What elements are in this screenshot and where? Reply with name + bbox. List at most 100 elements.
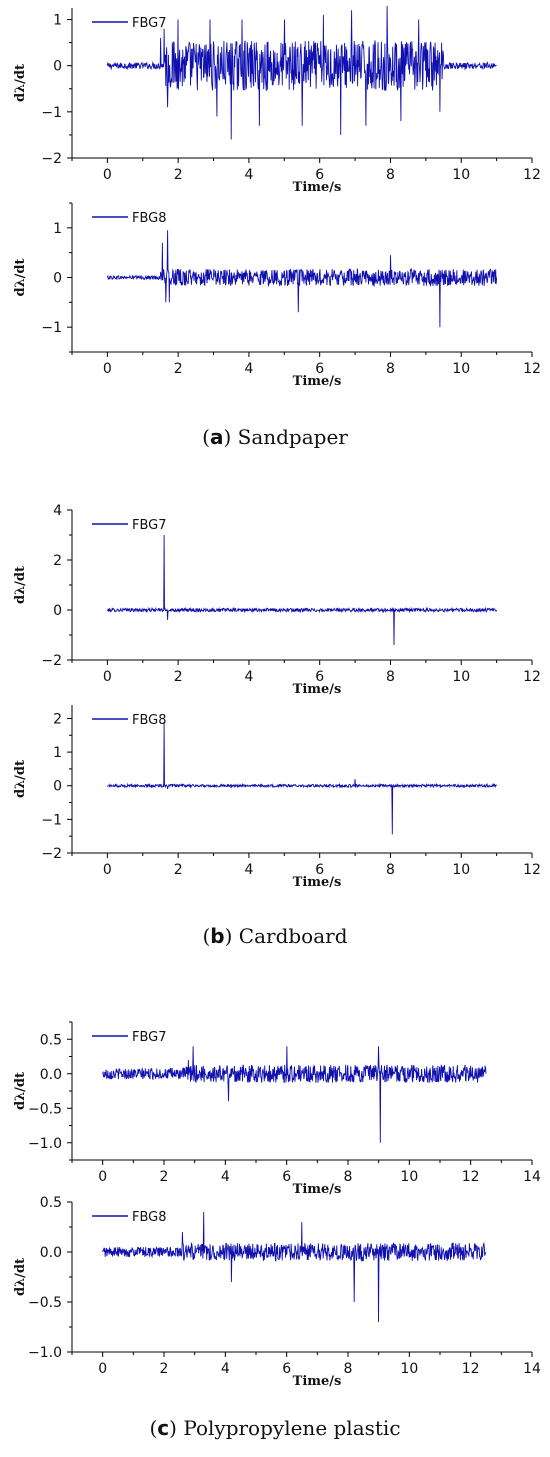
y-tick-label: 0 xyxy=(53,779,62,795)
x-tick-label: 12 xyxy=(523,862,541,878)
x-tick-label: 6 xyxy=(282,1361,291,1377)
x-tick-label: 10 xyxy=(452,669,470,685)
x-axis-title: Time/s xyxy=(293,374,342,389)
x-tick-label: 0 xyxy=(103,361,112,377)
x-tick-label: 0 xyxy=(103,167,112,183)
y-tick-label: −0.5 xyxy=(28,1101,62,1117)
x-axis-title: Time/s xyxy=(293,682,342,697)
y-tick-label: 0 xyxy=(53,59,62,75)
y-tick-label: 1 xyxy=(53,745,62,761)
x-axis-title: Time/s xyxy=(293,1182,342,1197)
caption-text: Cardboard xyxy=(239,924,348,948)
x-tick-label: 2 xyxy=(174,862,183,878)
y-tick-label: −0.5 xyxy=(28,1295,62,1311)
x-tick-label: 6 xyxy=(315,361,324,377)
y-tick-label: −2 xyxy=(41,151,62,167)
series-line-fbg8 xyxy=(102,1211,487,1323)
legend: FBG7 xyxy=(92,1030,167,1045)
legend: FBG8 xyxy=(92,211,167,226)
x-tick-label: 10 xyxy=(400,1361,418,1377)
caption-close-paren: ) xyxy=(169,1416,183,1440)
y-tick-label: −1 xyxy=(41,105,62,121)
legend: FBG8 xyxy=(92,713,167,728)
y-tick-label: −1.0 xyxy=(28,1345,62,1361)
x-tick-label: 4 xyxy=(244,167,253,183)
chart-panel: 0 2 4 6 8 10 12 4 2 0 −2 Time/s dλ/dt FBG7 xyxy=(13,503,541,697)
legend-label: FBG8 xyxy=(132,713,167,728)
x-tick-label: 8 xyxy=(386,361,395,377)
caption-text: Sandpaper xyxy=(238,425,349,449)
figure-caption: (b) Cardboard xyxy=(202,924,347,948)
x-tick-label: 2 xyxy=(174,669,183,685)
caption-text: Polypropylene plastic xyxy=(183,1416,400,1440)
x-tick-label: 2 xyxy=(174,361,183,377)
caption-close-paren: ) xyxy=(225,924,239,948)
caption-close-paren: ) xyxy=(223,425,237,449)
x-tick-label: 2 xyxy=(160,1361,169,1377)
legend: FBG8 xyxy=(92,1210,167,1225)
legend-label: FBG7 xyxy=(132,16,167,31)
y-tick-label: 1 xyxy=(53,221,62,237)
legend-label: FBG8 xyxy=(132,1210,167,1225)
y-tick-label: 0 xyxy=(53,603,62,619)
x-tick-label: 12 xyxy=(523,361,541,377)
x-axis-title: Time/s xyxy=(293,180,342,195)
x-tick-label: 4 xyxy=(244,862,253,878)
series-line-fbg8 xyxy=(106,230,498,328)
legend-label: FBG7 xyxy=(132,1030,167,1045)
x-tick-label: 10 xyxy=(452,862,470,878)
caption-letter: a xyxy=(210,425,224,449)
y-tick-label: 0.5 xyxy=(40,1032,62,1048)
x-tick-label: 4 xyxy=(244,669,253,685)
y-tick-label: 0 xyxy=(53,271,62,287)
y-tick-label: −1.0 xyxy=(28,1136,62,1152)
x-tick-label: 10 xyxy=(400,1169,418,1185)
figure-caption: (a) Sandpaper xyxy=(202,425,348,449)
series-line-fbg8 xyxy=(107,721,497,835)
y-tick-label: 4 xyxy=(53,503,62,519)
y-axis-title: dλ/dt xyxy=(13,1072,28,1110)
y-tick-label: 1 xyxy=(53,13,62,29)
figure-caption: (c) Polypropylene plastic xyxy=(149,1416,400,1440)
x-tick-label: 2 xyxy=(174,167,183,183)
legend: FBG7 xyxy=(92,16,167,31)
y-axis-title: dλ/dt xyxy=(13,64,28,102)
x-tick-label: 6 xyxy=(315,167,324,183)
x-tick-label: 0 xyxy=(103,862,112,878)
y-axis-title: dλ/dt xyxy=(13,760,28,798)
y-tick-label: −2 xyxy=(41,653,62,669)
legend-label: FBG8 xyxy=(132,211,167,226)
x-axis-title: Time/s xyxy=(293,1374,342,1389)
caption-letter: b xyxy=(210,924,224,948)
series-line-fbg7 xyxy=(107,534,498,646)
x-tick-label: 14 xyxy=(523,1361,541,1377)
x-tick-label: 4 xyxy=(221,1169,230,1185)
y-axis-title: dλ/dt xyxy=(13,258,28,296)
x-tick-label: 0 xyxy=(98,1361,107,1377)
x-tick-label: 8 xyxy=(344,1361,353,1377)
x-axis-title: Time/s xyxy=(293,875,342,890)
x-tick-label: 8 xyxy=(344,1169,353,1185)
x-tick-label: 12 xyxy=(523,669,541,685)
y-axis-title: dλ/dt xyxy=(13,1258,28,1296)
x-tick-label: 6 xyxy=(315,862,324,878)
caption-letter: c xyxy=(157,1416,169,1440)
caption-open-paren: ( xyxy=(202,425,210,449)
x-tick-label: 14 xyxy=(523,1169,541,1185)
series-line-fbg7 xyxy=(102,1046,487,1143)
x-tick-label: 8 xyxy=(386,669,395,685)
caption-open-paren: ( xyxy=(202,924,210,948)
legend-label: FBG7 xyxy=(132,518,167,533)
series-line-fbg7 xyxy=(106,5,497,140)
x-tick-label: 4 xyxy=(244,361,253,377)
y-tick-label: 0.0 xyxy=(40,1067,62,1083)
x-tick-label: 12 xyxy=(462,1361,480,1377)
y-tick-label: 0.5 xyxy=(40,1195,62,1211)
x-tick-label: 0 xyxy=(103,669,112,685)
x-tick-label: 6 xyxy=(315,669,324,685)
